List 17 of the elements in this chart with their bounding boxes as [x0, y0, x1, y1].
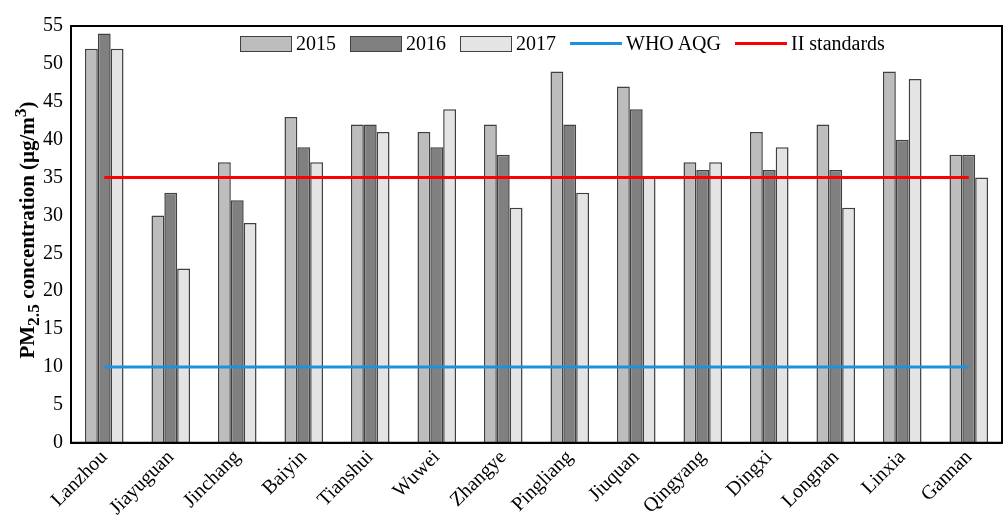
y-tick-label: 15	[43, 316, 63, 339]
y-tick-label: 25	[43, 240, 63, 263]
legend-label: 2016	[406, 32, 446, 55]
y-tick-label: 20	[43, 278, 63, 301]
y-tick-label: 35	[43, 164, 63, 187]
legend-label: 2015	[296, 32, 336, 55]
legend-label: WHO AQG	[626, 32, 721, 55]
y-tick-label: 45	[43, 89, 63, 112]
y-tick-label: 50	[43, 51, 63, 74]
y-tick-label: 10	[43, 354, 63, 377]
y-tick-label: 40	[43, 126, 63, 149]
y-tick-label: 30	[43, 202, 63, 225]
legend-label: II standards	[791, 32, 885, 55]
y-tick-label: 5	[53, 392, 63, 415]
y-tick-label: 55	[43, 13, 63, 36]
legend-label: 2017	[516, 32, 556, 55]
y-tick-label: 0	[53, 429, 63, 452]
